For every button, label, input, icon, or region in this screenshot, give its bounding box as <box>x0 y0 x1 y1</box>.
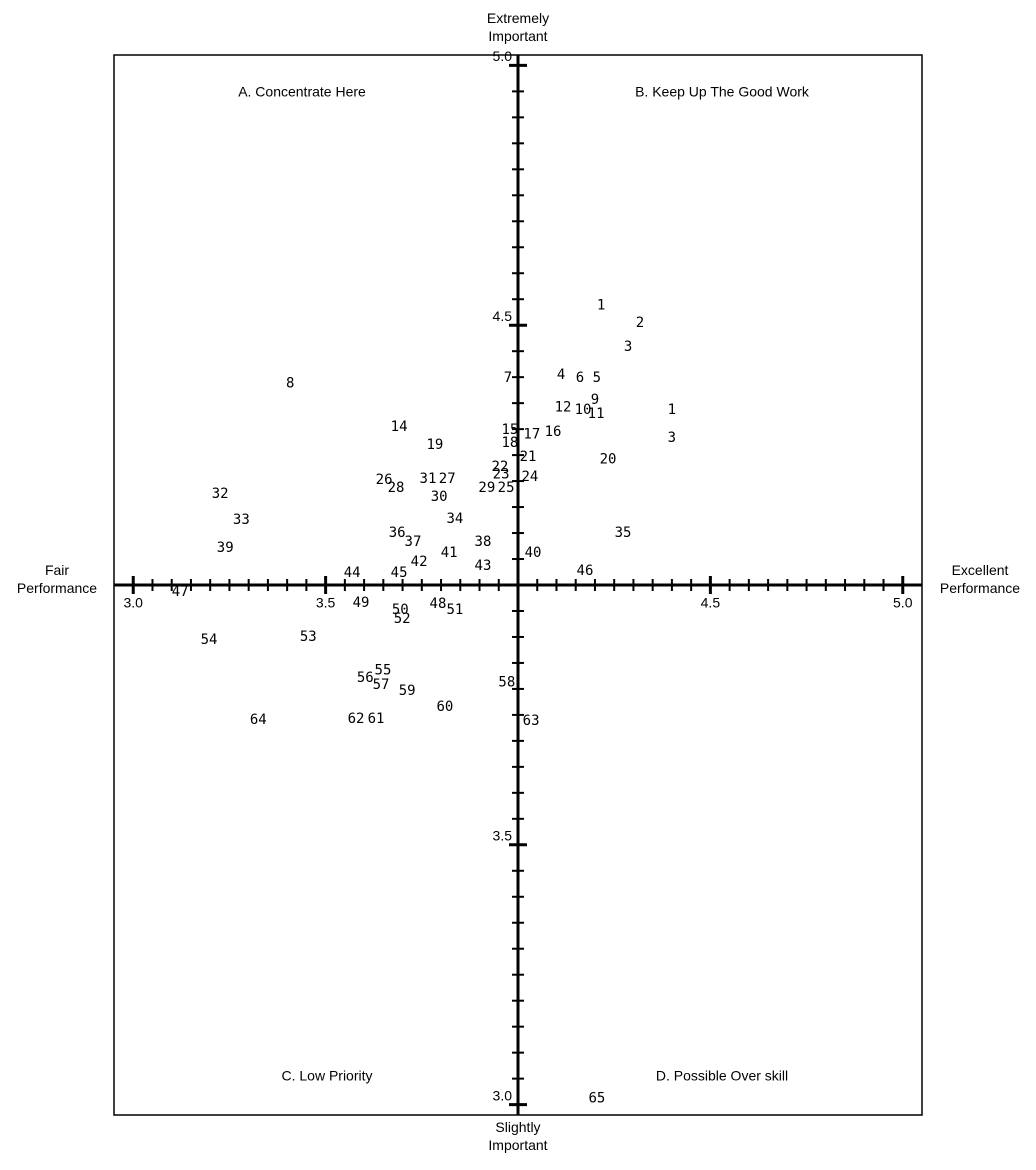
quadrant-label: C. Low Priority <box>281 1068 372 1084</box>
point-label: 52 <box>394 611 411 627</box>
point-label: 39 <box>217 540 234 556</box>
point-label: 46 <box>577 563 594 579</box>
point-label: 41 <box>441 545 458 561</box>
point-label: 3 <box>668 430 676 446</box>
point-label: 58 <box>498 675 515 691</box>
point-label: 7 <box>504 370 512 386</box>
point-label: 27 <box>439 471 456 487</box>
point-label: 1 <box>597 297 605 313</box>
y-tick-label: 4.5 <box>493 308 513 324</box>
point-label: 59 <box>399 683 416 699</box>
point-label: 18 <box>501 435 518 451</box>
point-label: 20 <box>600 451 617 467</box>
point-label: 62 <box>348 711 365 727</box>
quadrant-label: D. Possible Over skill <box>656 1068 788 1084</box>
point-label: 56 <box>357 670 374 686</box>
y-tick-label: 5.0 <box>493 48 513 64</box>
point-label: 42 <box>411 554 428 570</box>
x-tick-label: 3.0 <box>124 595 144 611</box>
point-label: 32 <box>212 486 229 502</box>
point-label: 34 <box>446 511 463 527</box>
point-label: 16 <box>545 424 562 440</box>
point-label: 36 <box>389 525 406 541</box>
point-label: 21 <box>520 449 537 465</box>
point-label: 37 <box>405 534 422 550</box>
y-tick-label: 3.5 <box>493 828 513 844</box>
point-label: 35 <box>615 525 632 541</box>
point-label: 49 <box>353 595 370 611</box>
point-label: 8 <box>286 375 294 391</box>
point-label: 3 <box>624 339 632 355</box>
page: 3.0 3.5 4.5 5.0 3.0 3.5 4.5 5.0 ExtremelyImporta… <box>0 0 1036 1170</box>
point-label: 14 <box>391 419 408 435</box>
point-label: 40 <box>525 545 542 561</box>
point-label: 54 <box>201 632 218 648</box>
point-label: 63 <box>523 713 540 729</box>
point-label: 12 <box>555 399 572 415</box>
x-tick-label: 5.0 <box>893 595 913 611</box>
point-label: 53 <box>300 629 317 645</box>
point-label: 1 <box>668 402 676 418</box>
point-label: 45 <box>391 565 408 581</box>
point-label: 47 <box>172 584 189 600</box>
chart: 3.0 3.5 4.5 5.0 3.0 3.5 4.5 5.0 ExtremelyImporta… <box>0 0 1036 1165</box>
point-label: 24 <box>521 469 538 485</box>
point-label: 38 <box>475 534 492 550</box>
point-label: 60 <box>436 699 453 715</box>
point-label: 30 <box>431 489 448 505</box>
point-label: 64 <box>250 712 267 728</box>
point-label: 33 <box>233 512 250 528</box>
point-label: 44 <box>344 565 361 581</box>
quadrant-label: B. Keep Up The Good Work <box>635 84 810 100</box>
point-label: 6 <box>576 370 584 386</box>
point-label: 19 <box>426 437 443 453</box>
point-label: 28 <box>388 480 405 496</box>
point-label: 11 <box>588 406 605 422</box>
point-label: 31 <box>420 471 437 487</box>
point-label: 43 <box>475 558 492 574</box>
quadrant-label: A. Concentrate Here <box>238 84 366 100</box>
point-label: 17 <box>523 426 540 442</box>
point-label: 4 <box>557 367 565 383</box>
point-label: 25 <box>498 480 515 496</box>
point-label: 61 <box>368 711 385 727</box>
x-tick-label: 4.5 <box>701 595 721 611</box>
x-tick-label: 3.5 <box>316 595 336 611</box>
point-label: 51 <box>446 602 463 618</box>
point-label: 48 <box>430 596 447 612</box>
point-label: 5 <box>593 370 601 386</box>
point-label: 29 <box>478 480 495 496</box>
point-label: 2 <box>636 315 644 331</box>
y-tick-label: 3.0 <box>493 1087 513 1103</box>
point-label: 65 <box>588 1090 605 1106</box>
point-label: 57 <box>373 677 390 693</box>
